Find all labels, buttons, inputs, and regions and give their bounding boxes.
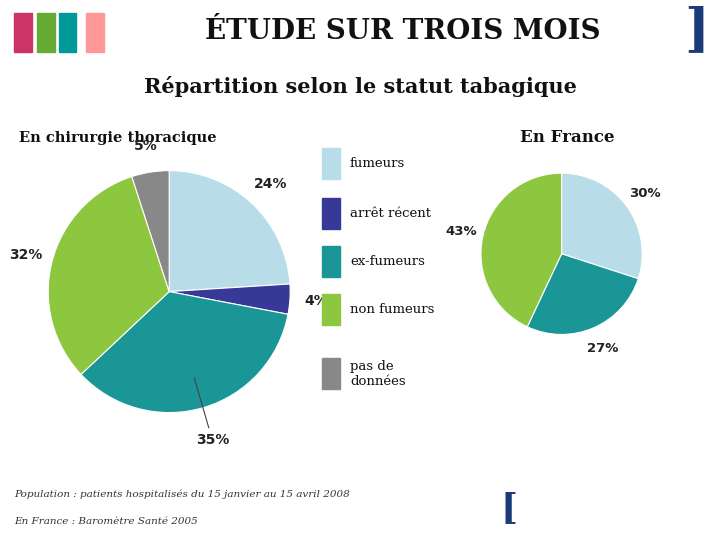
Wedge shape — [169, 284, 290, 314]
Text: ]: ] — [684, 5, 709, 57]
Text: 35%: 35% — [194, 378, 229, 448]
Bar — [14, 13, 32, 52]
Text: Répartition selon le statut tabagique: Répartition selon le statut tabagique — [143, 76, 577, 97]
Text: 43%: 43% — [445, 225, 477, 238]
Text: 27%: 27% — [587, 342, 618, 355]
Text: ÉTUDE SUR TROIS MOIS: ÉTUDE SUR TROIS MOIS — [205, 18, 601, 45]
Wedge shape — [132, 171, 169, 292]
Text: fumeurs: fumeurs — [350, 157, 405, 170]
Text: Population : patients hospitalisés du 15 janvier au 15 avril 2008: Population : patients hospitalisés du 15… — [14, 489, 350, 499]
Bar — [86, 13, 104, 52]
Wedge shape — [81, 292, 288, 413]
Bar — [322, 198, 340, 230]
Text: 30%: 30% — [629, 187, 661, 200]
Bar — [322, 359, 340, 389]
Wedge shape — [562, 173, 642, 279]
Text: En France : Baromètre Santé 2005: En France : Baromètre Santé 2005 — [14, 517, 198, 525]
Text: ex-fumeurs: ex-fumeurs — [350, 255, 425, 268]
Wedge shape — [527, 254, 639, 334]
Text: [: [ — [500, 491, 518, 524]
Wedge shape — [48, 177, 169, 374]
Text: 4%: 4% — [305, 294, 328, 308]
Text: arrêt récent: arrêt récent — [350, 207, 431, 220]
Wedge shape — [481, 173, 562, 327]
Text: En chirurgie thoracique: En chirurgie thoracique — [19, 131, 217, 145]
Bar — [322, 294, 340, 325]
Text: 5%: 5% — [134, 139, 158, 153]
Text: En France: En France — [520, 129, 614, 146]
Bar — [59, 13, 76, 52]
Bar — [322, 246, 340, 277]
Text: pas de
données: pas de données — [350, 360, 405, 388]
Text: 32%: 32% — [9, 248, 43, 262]
Wedge shape — [169, 171, 290, 292]
Bar — [322, 148, 340, 179]
Text: 24%: 24% — [253, 177, 287, 191]
Text: non fumeurs: non fumeurs — [350, 303, 434, 316]
Bar — [37, 13, 55, 52]
